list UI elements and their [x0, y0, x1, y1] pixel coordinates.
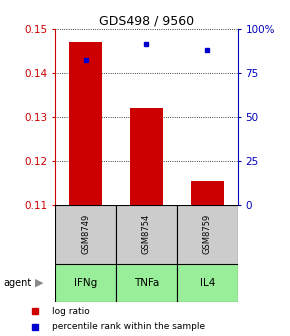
Text: GSM8754: GSM8754	[142, 214, 151, 254]
Text: GSM8759: GSM8759	[203, 214, 212, 254]
Bar	[116, 205, 177, 264]
Bar	[69, 42, 102, 205]
Text: percentile rank within the sample: percentile rank within the sample	[52, 323, 205, 331]
Text: TNFa: TNFa	[134, 278, 159, 288]
Bar	[130, 108, 163, 205]
Bar	[191, 181, 224, 205]
Text: GSM8749: GSM8749	[81, 214, 90, 254]
Bar	[116, 264, 177, 302]
Text: IFNg: IFNg	[74, 278, 97, 288]
Bar	[55, 264, 116, 302]
Bar	[177, 205, 238, 264]
Text: ▶: ▶	[35, 278, 44, 288]
Text: IL4: IL4	[200, 278, 215, 288]
Title: GDS498 / 9560: GDS498 / 9560	[99, 14, 194, 28]
Bar	[177, 264, 238, 302]
Text: log ratio: log ratio	[52, 307, 90, 316]
Bar	[55, 205, 116, 264]
Text: agent: agent	[3, 278, 31, 288]
